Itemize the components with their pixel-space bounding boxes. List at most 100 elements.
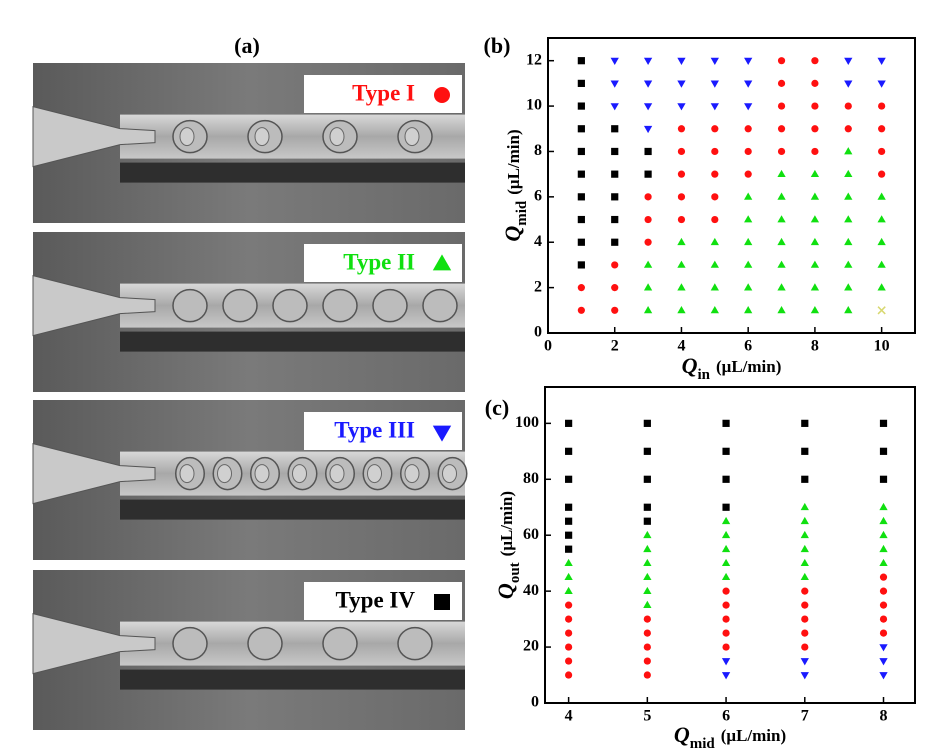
- droplet: [272, 288, 308, 323]
- inner-droplet: [329, 127, 345, 147]
- point: [879, 615, 888, 623]
- point: [565, 545, 573, 553]
- point: [777, 260, 786, 268]
- point: [577, 238, 585, 246]
- point: [744, 305, 753, 314]
- point: [644, 215, 652, 224]
- point: [710, 237, 719, 246]
- droplet: [172, 288, 208, 323]
- point: [611, 284, 619, 292]
- y-tick-label: 12: [526, 51, 542, 68]
- legend-symbol: [434, 594, 450, 610]
- y-tick-label: 10: [526, 97, 542, 114]
- legend-label: Type II: [343, 249, 415, 274]
- point: [643, 80, 653, 88]
- point: [877, 237, 886, 246]
- point: [565, 503, 573, 511]
- point: [777, 79, 786, 87]
- point: [811, 125, 819, 133]
- point: [879, 573, 888, 581]
- point: [577, 147, 585, 156]
- axis-label-part: (μL/min): [721, 726, 786, 745]
- point: [565, 615, 573, 623]
- point: [643, 125, 653, 134]
- point: [877, 283, 886, 291]
- legend-label: Type IV: [336, 587, 416, 612]
- point: [777, 147, 786, 156]
- point: [577, 79, 585, 87]
- point: [643, 530, 652, 539]
- axis-label-part: Q: [682, 353, 698, 378]
- point: [677, 305, 686, 314]
- point: [722, 475, 730, 483]
- point: [777, 237, 786, 246]
- point: [677, 283, 686, 291]
- point: [744, 103, 753, 111]
- point: [811, 102, 819, 110]
- point: [879, 447, 888, 455]
- point: [677, 125, 686, 133]
- point: [844, 57, 853, 66]
- point: [777, 57, 786, 65]
- point: [565, 475, 573, 483]
- point: [800, 658, 809, 666]
- point: [722, 503, 730, 511]
- point: [777, 169, 786, 178]
- point: [643, 260, 653, 268]
- point: [565, 601, 573, 609]
- y-tick-label: 80: [523, 470, 539, 487]
- point: [811, 79, 819, 87]
- y-tick-label: 2: [534, 278, 542, 295]
- point: [722, 629, 730, 637]
- y-tick-label: 0: [534, 324, 542, 341]
- point: [721, 572, 731, 581]
- point: [801, 475, 809, 483]
- point: [643, 615, 651, 623]
- droplet: [422, 288, 458, 323]
- panel-label: (c): [485, 395, 509, 420]
- point: [710, 57, 719, 66]
- point: [564, 586, 573, 595]
- x-tick-label: 0: [544, 338, 552, 355]
- axis-label-part: in: [698, 367, 711, 383]
- point: [744, 215, 753, 223]
- point: [800, 672, 809, 680]
- outer-wall: [120, 499, 465, 520]
- point: [877, 192, 886, 200]
- point: [711, 193, 719, 201]
- point: [711, 147, 719, 156]
- point: [677, 80, 686, 88]
- micrographs: Type I Type II Type III Type IV: [32, 63, 468, 730]
- y-tick-label: 4: [534, 233, 542, 250]
- point: [877, 80, 886, 88]
- point: [744, 80, 753, 88]
- point: [878, 102, 886, 110]
- point: [643, 103, 653, 111]
- outer-wall: [120, 331, 465, 352]
- point: [643, 671, 651, 679]
- point: [777, 192, 786, 200]
- point: [577, 215, 585, 224]
- y-tick-label: 40: [523, 582, 539, 599]
- point: [801, 643, 809, 651]
- outer-wall: [120, 162, 465, 183]
- point: [722, 419, 730, 427]
- plot-frame: [544, 386, 916, 704]
- inner-droplet: [367, 464, 382, 484]
- point: [800, 502, 809, 511]
- point: [677, 237, 686, 246]
- panel-label: (a): [234, 33, 260, 58]
- axis-label-part: mid: [514, 200, 530, 226]
- point: [611, 193, 619, 201]
- point: [710, 283, 719, 291]
- point: [810, 192, 820, 200]
- point: [744, 57, 753, 66]
- point: [722, 643, 730, 651]
- point: [877, 215, 886, 223]
- point: [777, 305, 786, 314]
- point: [677, 57, 686, 66]
- point: [611, 125, 619, 133]
- axis-label-part: Q: [500, 226, 525, 242]
- point: [564, 558, 573, 567]
- point: [610, 103, 619, 111]
